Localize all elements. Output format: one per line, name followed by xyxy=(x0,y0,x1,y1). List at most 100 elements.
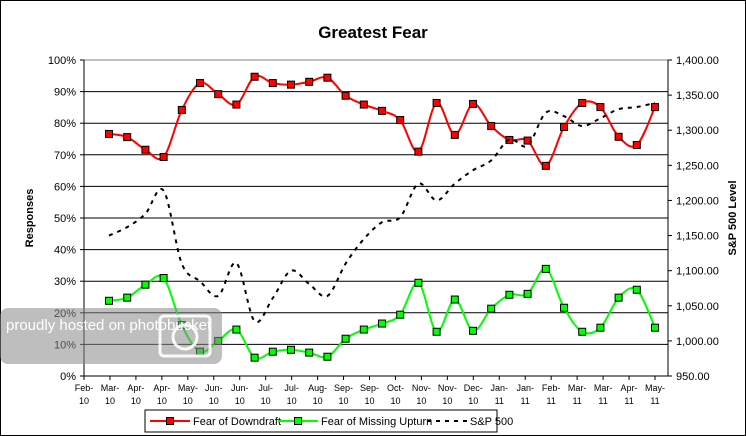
data-point-fear-of-missing-upturn xyxy=(450,295,459,304)
data-point-fear-of-downdraft xyxy=(487,122,496,131)
y2-tick-label: 1,400.00 xyxy=(676,55,719,67)
x-tick-label: Sep-10 xyxy=(334,383,353,406)
data-point-fear-of-missing-upturn xyxy=(287,345,295,354)
x-tick-label: Apr-11 xyxy=(621,383,638,406)
x-tick-label: Mar-11 xyxy=(594,383,613,406)
data-point-fear-of-missing-upturn xyxy=(250,353,259,362)
data-point-fear-of-missing-upturn xyxy=(596,323,605,332)
data-point-fear-of-missing-upturn xyxy=(487,304,496,313)
data-point-fear-of-missing-upturn xyxy=(105,296,113,305)
y-tick-label: 80% xyxy=(54,118,76,130)
legend-label: Fear of Missing Upturn xyxy=(321,416,432,428)
chart-title: Greatest Fear xyxy=(318,23,428,42)
data-point-fear-of-downdraft xyxy=(596,103,605,112)
data-point-fear-of-downdraft xyxy=(432,98,441,107)
y-tick-label: 50% xyxy=(54,213,76,225)
data-point-fear-of-missing-upturn xyxy=(523,289,532,298)
legend: Fear of Downdraft Fear of Missing Upturn S… xyxy=(144,409,513,433)
data-point-fear-of-downdraft xyxy=(287,80,295,89)
y-tick-label: 70% xyxy=(54,150,76,162)
y-tick-label: 30% xyxy=(54,276,76,288)
data-point-fear-of-downdraft xyxy=(469,99,477,108)
y2-tick-label: 1,000.00 xyxy=(676,336,719,348)
x-tick-label: Nov-10 xyxy=(412,383,431,406)
data-point-fear-of-missing-upturn xyxy=(632,285,641,294)
data-point-fear-of-downdraft xyxy=(651,103,659,112)
x-tick-label: Oct-10 xyxy=(387,383,404,406)
data-point-fear-of-downdraft xyxy=(196,79,204,88)
data-point-fear-of-downdraft xyxy=(123,133,132,142)
y2-tick-label: 1,100.00 xyxy=(676,266,719,278)
data-point-fear-of-missing-upturn xyxy=(378,319,386,328)
y2-tick-label: 1,150.00 xyxy=(676,231,719,243)
legend-label: S&P 500 xyxy=(470,416,513,428)
data-point-fear-of-missing-upturn xyxy=(541,264,550,273)
x-tick-label: Dec-10 xyxy=(464,383,483,406)
data-point-fear-of-downdraft xyxy=(341,91,350,100)
data-point-fear-of-missing-upturn xyxy=(341,334,350,343)
x-tick-label: Mar-11 xyxy=(568,383,587,406)
series-line-s-p-500 xyxy=(108,101,656,324)
x-tick-label: Jul-10 xyxy=(284,383,299,406)
x-tick-label: Aug-10 xyxy=(308,383,327,406)
watermark: proudly hosted on photobucket xyxy=(0,308,222,364)
data-point-fear-of-downdraft xyxy=(177,105,186,114)
x-tick-label: Feb-10 xyxy=(75,383,94,406)
data-point-fear-of-missing-upturn xyxy=(159,274,168,283)
y-tick-label: 60% xyxy=(54,181,76,193)
data-point-fear-of-downdraft xyxy=(323,73,332,82)
legend-marker-fear-of-downdraft xyxy=(166,417,174,425)
y-tick-label: 100% xyxy=(48,55,76,67)
data-point-fear-of-downdraft xyxy=(159,153,168,162)
x-tick-label: May-10 xyxy=(178,383,198,406)
data-point-fear-of-downdraft xyxy=(378,106,386,115)
y2-tick-label: 950.00 xyxy=(676,371,710,383)
data-point-fear-of-downdraft xyxy=(578,98,587,107)
legend-marker-fear-of-missing-upturn xyxy=(294,417,302,425)
data-point-fear-of-missing-upturn xyxy=(614,293,623,302)
y2-tick-label: 1,200.00 xyxy=(676,195,719,207)
data-point-fear-of-downdraft xyxy=(614,132,623,141)
data-point-fear-of-downdraft xyxy=(414,147,423,156)
data-point-fear-of-missing-upturn xyxy=(396,310,405,319)
data-point-fear-of-downdraft xyxy=(232,100,241,109)
data-point-fear-of-downdraft xyxy=(560,122,568,131)
y-tick-label: 40% xyxy=(54,245,76,257)
x-tick-label: May-11 xyxy=(645,383,665,406)
y2-tick-label: 1,250.00 xyxy=(676,160,719,172)
y2-axis-label: S&P 500 Level xyxy=(727,180,739,255)
data-point-fear-of-missing-upturn xyxy=(232,325,241,334)
y2-tick-label: 1,350.00 xyxy=(676,90,719,102)
data-point-fear-of-missing-upturn xyxy=(505,290,514,299)
data-point-fear-of-missing-upturn xyxy=(123,293,132,302)
x-tick-label: Mar-10 xyxy=(101,383,120,406)
data-point-fear-of-downdraft xyxy=(632,141,641,150)
y-axis-label: Responses xyxy=(24,189,36,248)
x-tick-label: Jul-10 xyxy=(258,383,273,406)
x-tick-label: Jun-10 xyxy=(205,383,223,406)
data-point-fear-of-downdraft xyxy=(359,100,368,109)
y-tick-label: 90% xyxy=(54,87,76,99)
data-point-fear-of-missing-upturn xyxy=(578,327,587,336)
data-point-fear-of-downdraft xyxy=(450,130,459,139)
x-tick-label: Sep-10 xyxy=(360,383,379,406)
data-point-fear-of-missing-upturn xyxy=(323,352,332,361)
data-point-fear-of-missing-upturn xyxy=(560,303,568,312)
data-point-fear-of-missing-upturn xyxy=(414,278,423,287)
y-tick-label: 0% xyxy=(60,371,76,383)
data-point-fear-of-downdraft xyxy=(141,145,150,154)
data-point-fear-of-downdraft xyxy=(214,90,223,99)
data-point-fear-of-missing-upturn xyxy=(268,347,277,356)
data-point-fear-of-downdraft xyxy=(396,116,405,125)
data-point-fear-of-downdraft xyxy=(250,72,259,81)
data-point-fear-of-missing-upturn xyxy=(359,325,368,334)
x-tick-label: Apr-10 xyxy=(127,383,144,406)
y2-tick-label: 1,300.00 xyxy=(676,125,719,137)
data-point-fear-of-missing-upturn xyxy=(305,348,314,357)
x-tick-label: Jan-11 xyxy=(516,383,534,406)
x-tick-label: Jun-10 xyxy=(231,383,249,406)
data-point-fear-of-downdraft xyxy=(305,77,314,86)
y2-tick-label: 1,050.00 xyxy=(676,301,719,313)
x-tick-label: Feb-11 xyxy=(542,383,561,406)
data-point-fear-of-downdraft xyxy=(268,79,277,88)
